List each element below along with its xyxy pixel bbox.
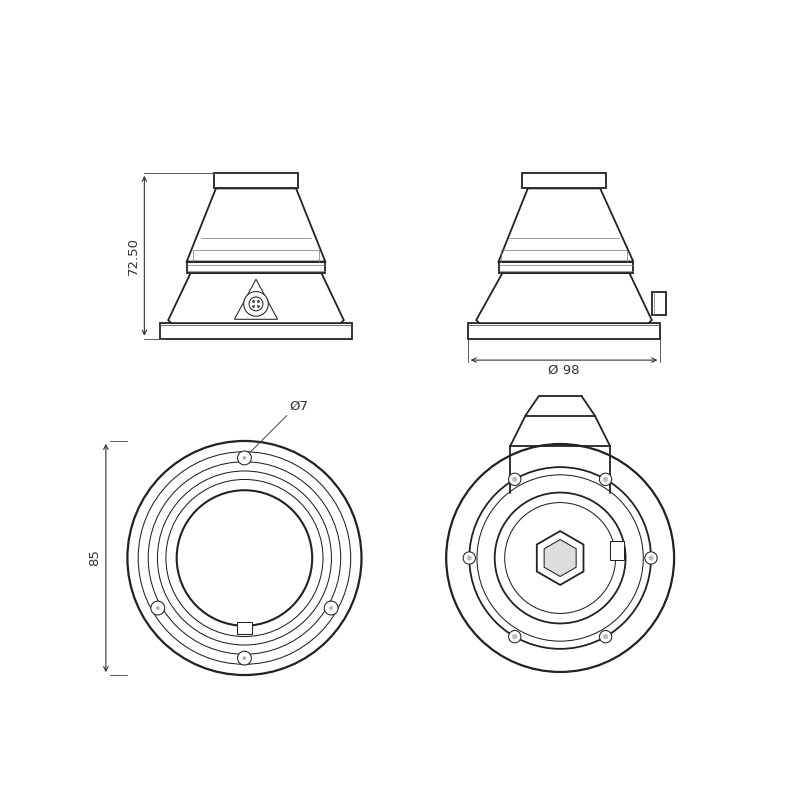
Bar bbox=[160, 323, 352, 338]
Bar bbox=[468, 323, 660, 338]
Circle shape bbox=[156, 606, 159, 610]
Circle shape bbox=[243, 456, 246, 459]
Circle shape bbox=[151, 601, 165, 615]
Circle shape bbox=[148, 462, 341, 654]
Circle shape bbox=[477, 475, 643, 641]
Circle shape bbox=[238, 651, 251, 665]
Circle shape bbox=[505, 502, 615, 614]
Text: Ø 98: Ø 98 bbox=[548, 364, 580, 377]
Bar bbox=[237, 622, 252, 634]
Circle shape bbox=[244, 291, 268, 316]
Circle shape bbox=[258, 305, 260, 307]
Circle shape bbox=[138, 452, 350, 664]
Circle shape bbox=[470, 467, 651, 649]
Circle shape bbox=[330, 606, 333, 610]
Text: 85: 85 bbox=[89, 550, 102, 566]
Circle shape bbox=[599, 630, 612, 643]
Polygon shape bbox=[186, 188, 326, 262]
Circle shape bbox=[243, 657, 246, 660]
Polygon shape bbox=[168, 273, 344, 323]
Polygon shape bbox=[544, 539, 576, 577]
Circle shape bbox=[252, 305, 254, 307]
Circle shape bbox=[645, 552, 657, 564]
Circle shape bbox=[603, 634, 608, 639]
Bar bbox=[214, 173, 298, 188]
Polygon shape bbox=[476, 273, 652, 323]
Bar bbox=[186, 262, 326, 273]
Circle shape bbox=[166, 479, 323, 637]
Polygon shape bbox=[498, 188, 634, 262]
Text: Ø7: Ø7 bbox=[289, 400, 308, 414]
Text: 72.50: 72.50 bbox=[127, 237, 140, 274]
Circle shape bbox=[513, 634, 517, 639]
Circle shape bbox=[467, 556, 472, 560]
Circle shape bbox=[494, 493, 626, 623]
Circle shape bbox=[509, 473, 521, 486]
Circle shape bbox=[252, 300, 254, 302]
Circle shape bbox=[509, 630, 521, 643]
Circle shape bbox=[513, 477, 517, 482]
Bar bbox=[498, 262, 634, 273]
Circle shape bbox=[324, 601, 338, 615]
Circle shape bbox=[603, 477, 608, 482]
Circle shape bbox=[463, 552, 475, 564]
Circle shape bbox=[249, 297, 263, 311]
Bar bbox=[610, 541, 624, 559]
Circle shape bbox=[599, 473, 612, 486]
Bar bbox=[522, 173, 606, 188]
Circle shape bbox=[258, 300, 260, 302]
Polygon shape bbox=[537, 531, 583, 585]
Circle shape bbox=[177, 490, 312, 626]
Circle shape bbox=[446, 444, 674, 672]
Bar bbox=[652, 292, 666, 315]
Circle shape bbox=[649, 556, 654, 560]
Circle shape bbox=[238, 451, 251, 465]
Circle shape bbox=[158, 471, 331, 645]
Circle shape bbox=[127, 441, 362, 675]
Polygon shape bbox=[234, 279, 278, 319]
